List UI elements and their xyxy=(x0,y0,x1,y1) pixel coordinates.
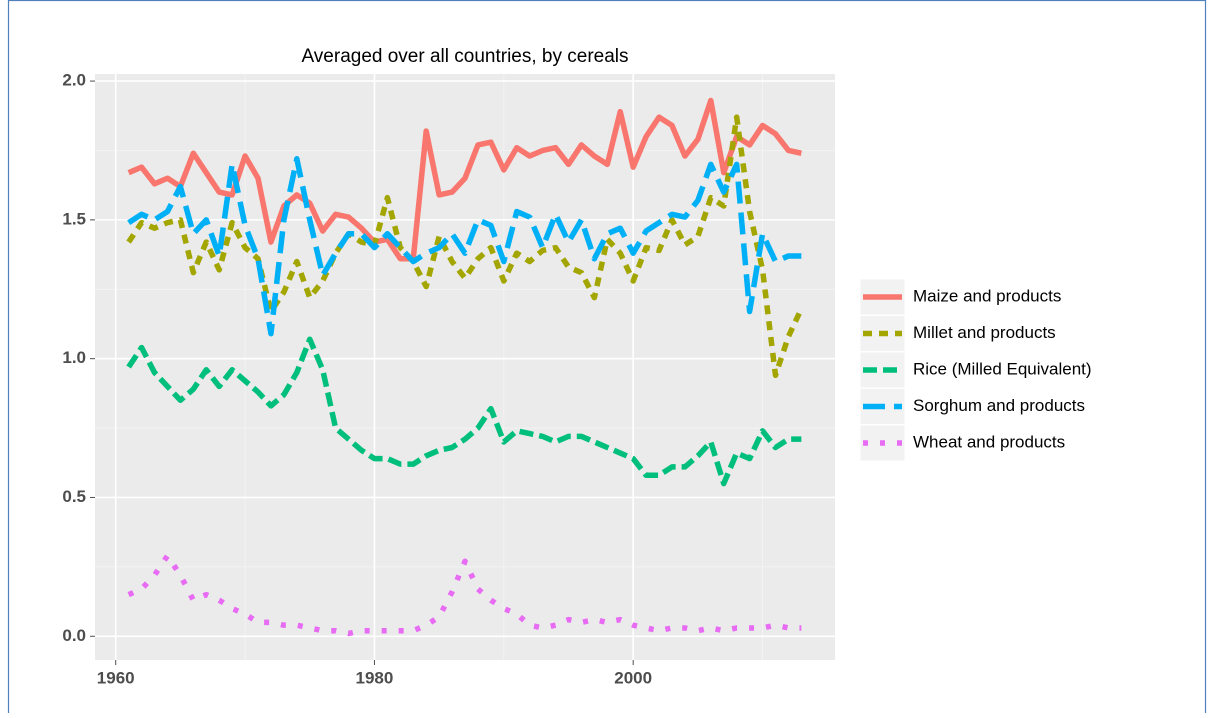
chart-title: Averaged over all countries, by cereals xyxy=(301,46,628,67)
legend-label: Sorghum and products xyxy=(913,396,1085,415)
x-tick-label: 2000 xyxy=(614,668,652,687)
y-tick-label: 0.0 xyxy=(62,626,86,645)
y-tick-label: 0.5 xyxy=(62,487,86,506)
series-line xyxy=(126,114,804,379)
series-line xyxy=(127,156,802,337)
series-line xyxy=(127,553,802,637)
legend-label: Maize and products xyxy=(913,286,1061,305)
x-tick-label: 1960 xyxy=(97,668,135,687)
y-tick-label: 1.0 xyxy=(62,348,86,367)
series-line xyxy=(127,97,802,262)
legend-label: Rice (Milled Equivalent) xyxy=(913,359,1092,378)
legend-label: Millet and products xyxy=(913,323,1056,342)
y-tick-label: 1.5 xyxy=(62,209,86,228)
series-line xyxy=(126,336,802,487)
frame xyxy=(7,0,1207,718)
y-tick-label: 2.0 xyxy=(62,71,86,90)
x-tick-label: 1980 xyxy=(356,668,394,687)
legend-label: Wheat and products xyxy=(913,432,1065,451)
